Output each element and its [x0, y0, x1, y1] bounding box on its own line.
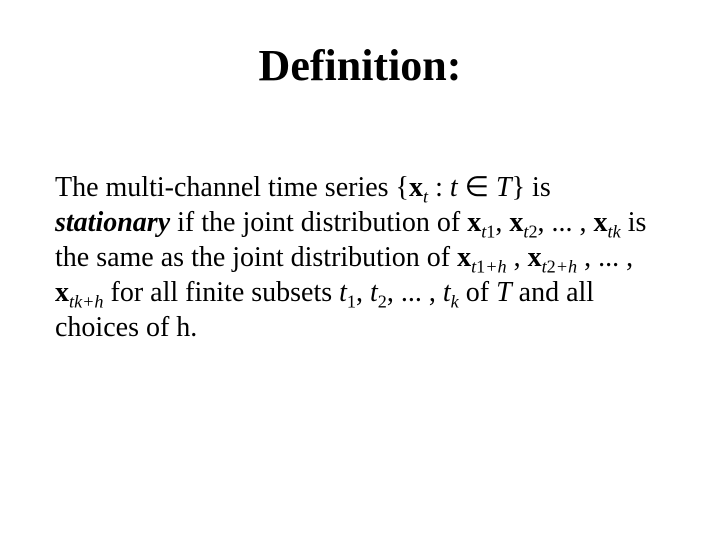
sub: 2	[378, 292, 387, 312]
text-bold: x	[509, 207, 523, 238]
text: , ... ,	[387, 277, 443, 308]
slide-title: Definition:	[0, 40, 720, 91]
sub: k	[613, 222, 621, 242]
text-ital: T	[496, 172, 512, 203]
text-bold: x	[457, 242, 471, 273]
text: } is	[512, 172, 551, 203]
text-bold: x	[528, 242, 542, 273]
text-bold: x	[55, 277, 69, 308]
sub: 1	[347, 292, 356, 312]
text: ,	[495, 207, 509, 238]
text-ital: t	[443, 277, 451, 308]
text: , ... ,	[538, 207, 594, 238]
text-ital: t	[339, 277, 347, 308]
slide-body: The multi-channel time series {xt : t ∈ …	[55, 170, 655, 345]
text-boldital: stationary	[55, 207, 170, 238]
sub: +h	[556, 257, 577, 277]
text-ital: t	[450, 172, 458, 203]
text: of	[459, 277, 496, 308]
text-ital: T	[496, 277, 512, 308]
sub: 2	[528, 222, 537, 242]
text: :	[428, 172, 450, 203]
text: if the joint distribution of	[170, 207, 467, 238]
text: ,	[507, 242, 528, 273]
sub: +h	[82, 292, 103, 312]
text: ,	[356, 277, 370, 308]
text-ital: t	[370, 277, 378, 308]
text: The multi-channel time series {	[55, 172, 409, 203]
text-bold: x	[409, 172, 423, 203]
sub: +h	[485, 257, 506, 277]
slide: Definition: The multi-channel time serie…	[0, 0, 720, 540]
text: , ... ,	[577, 242, 633, 273]
text: ∈	[458, 172, 496, 203]
text-bold: x	[594, 207, 608, 238]
sub: k	[74, 292, 82, 312]
sub: k	[451, 292, 459, 312]
sub: 1	[476, 257, 485, 277]
text-bold: x	[467, 207, 481, 238]
sub: 2	[547, 257, 556, 277]
text: for all finite subsets	[104, 277, 340, 308]
